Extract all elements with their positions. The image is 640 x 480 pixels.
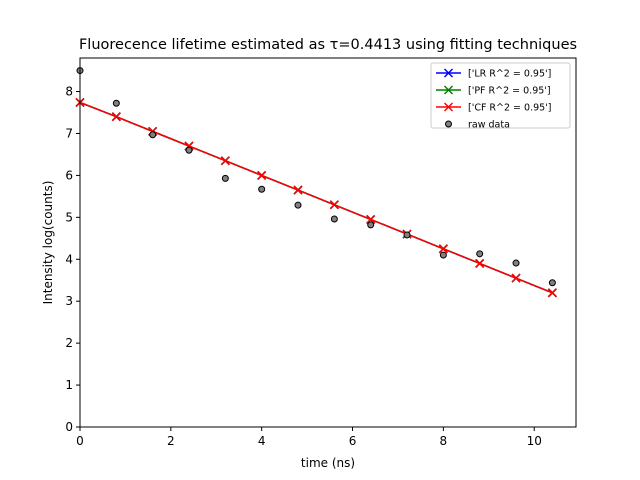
legend-label: ['CF R^2 = 0.95'] [468,103,552,114]
legend-label: ['PF R^2 = 0.95'] [468,86,551,97]
raw-data-point [149,131,157,139]
legend-entry: ['CF R^2 = 0.95'] [436,102,552,114]
legend-label: raw data [468,120,510,131]
series-2-point [547,288,557,298]
y-tick-label: 7 [65,126,73,140]
x-tick-label: 10 [527,434,542,448]
legend-label: ['LR R^2 = 0.95'] [468,69,551,80]
x-axis-label: time (ns) [301,456,355,470]
series-2-point [511,273,521,283]
raw-data-point [439,251,447,259]
series-2-point [257,170,267,180]
y-tick-label: 4 [65,252,73,266]
series-2-line [79,101,553,294]
raw-data-point [512,259,520,267]
raw-data-point [330,215,338,223]
series-2-point [293,185,303,195]
legend: ['LR R^2 = 0.95'] ['PF R^2 = 0.95'] ['CF R… [430,62,571,131]
legend-marker [445,120,452,128]
series-2-point [220,156,230,166]
series-2-point [111,112,121,122]
y-tick-label: 3 [65,294,73,308]
series-2-point [366,214,376,224]
raw-data-point [476,250,484,258]
y-tick-label: 5 [65,210,73,224]
x-tick-label: 4 [258,434,266,448]
legend-entry: ['LR R^2 = 0.95'] [436,68,551,80]
raw-data-point [294,201,302,209]
series-3 [76,67,556,287]
raw-data-point [221,174,229,182]
raw-data-point [112,99,120,107]
plot-area [75,67,557,298]
raw-data-point [258,185,266,193]
y-tick-label: 2 [65,336,73,350]
raw-data-point [185,146,193,154]
x-tick-label: 2 [167,434,175,448]
legend-box [430,62,571,129]
y-tick-label: 6 [65,168,73,182]
series-2-point [438,244,448,254]
series-2 [75,97,557,298]
y-axis-label: Intensity log(counts) [41,181,55,305]
x-tick-label: 0 [76,434,84,448]
legend-marker [443,68,454,78]
raw-data-point [367,221,375,229]
raw-data-point [548,279,556,287]
axis-ticks: 0 2 4 6 8 10 0 1 2 3 4 5 6 7 8 [65,85,541,448]
chart-title: Fluorecence lifetime estimated as τ=0.44… [79,37,577,53]
y-tick-label: 1 [65,378,73,392]
series-2-point [475,258,485,268]
x-tick-label: 6 [349,434,357,448]
series-2-point [329,200,339,210]
legend-entry: raw data [445,120,510,131]
legend-marker [443,85,454,95]
y-tick-label: 8 [65,85,73,99]
legend-entry: ['PF R^2 = 0.95'] [436,85,551,97]
axes-frame [79,57,577,428]
x-tick-label: 8 [440,434,448,448]
legend-marker [443,102,454,112]
y-tick-label: 0 [65,420,73,434]
raw-data-point [403,231,411,239]
